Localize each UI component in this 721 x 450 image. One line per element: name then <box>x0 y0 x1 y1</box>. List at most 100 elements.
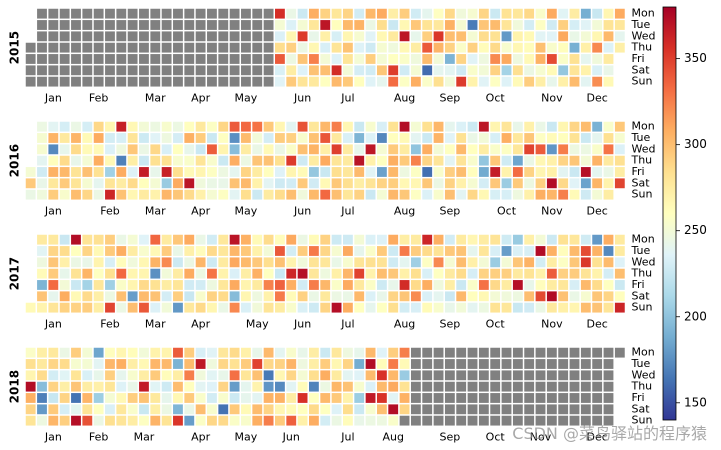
month-label: Jul <box>340 204 354 217</box>
day-cell <box>275 65 285 76</box>
day-cell <box>59 404 70 415</box>
day-cell <box>263 8 274 19</box>
month-label: Feb <box>89 430 108 443</box>
day-cell <box>342 178 353 189</box>
day-cell <box>263 359 274 369</box>
day-cell <box>93 54 104 64</box>
day-cell <box>456 404 467 415</box>
day-cell <box>37 404 47 415</box>
day-cell <box>603 76 614 87</box>
day-cell <box>207 189 217 200</box>
day-cell <box>275 234 285 245</box>
day-cell <box>444 370 455 381</box>
day-cell <box>354 280 365 290</box>
day-cell <box>580 155 591 166</box>
day-cell <box>433 65 444 76</box>
day-cell <box>229 178 240 189</box>
day-cell <box>37 155 47 166</box>
day-cell <box>297 31 308 42</box>
day-cell <box>105 65 115 76</box>
day-cell <box>376 144 387 155</box>
day-cell <box>410 246 421 256</box>
month-label: Jan <box>44 204 62 217</box>
day-cell <box>388 167 399 177</box>
day-cell <box>603 347 614 358</box>
day-cell <box>365 189 376 200</box>
day-cell <box>207 370 217 381</box>
day-cell <box>354 65 365 76</box>
day-cell <box>433 280 444 290</box>
day-cell <box>388 133 399 143</box>
day-cell <box>139 257 149 268</box>
weekday-label: Tue <box>630 18 650 31</box>
day-cell <box>263 144 274 155</box>
day-cell <box>286 257 297 268</box>
day-cell <box>603 31 614 42</box>
day-cell <box>161 167 172 177</box>
day-cell <box>48 42 59 53</box>
day-cell <box>252 370 263 381</box>
day-cell <box>478 268 489 279</box>
day-cell <box>59 415 70 426</box>
day-cell <box>37 76 47 87</box>
day-cell <box>241 415 251 426</box>
day-cell <box>342 234 353 245</box>
day-cell <box>603 291 614 302</box>
day-cell <box>365 8 376 19</box>
day-cell <box>207 65 217 76</box>
day-cell <box>512 31 523 42</box>
day-cell <box>331 167 342 177</box>
day-cell <box>105 347 115 358</box>
day-cell <box>252 20 263 30</box>
day-cell <box>71 65 81 76</box>
day-cell <box>512 8 523 19</box>
day-cell <box>535 347 546 358</box>
day-cell <box>297 359 308 369</box>
day-cell <box>320 347 331 358</box>
day-cell <box>320 76 331 87</box>
day-cell <box>184 31 195 42</box>
day-cell <box>535 42 546 53</box>
day-cell <box>580 404 591 415</box>
day-cell <box>195 234 206 245</box>
day-cell <box>59 246 70 256</box>
day-cell <box>105 42 115 53</box>
day-cell <box>603 121 614 132</box>
day-cell <box>467 359 478 369</box>
day-cell <box>241 121 251 132</box>
day-cell <box>569 246 580 256</box>
day-cell <box>410 234 421 245</box>
day-cell <box>195 404 206 415</box>
day-cell <box>365 42 376 53</box>
day-cell <box>105 121 115 132</box>
day-cell <box>241 370 251 381</box>
day-cell <box>558 133 569 143</box>
day-cell <box>614 8 625 19</box>
day-cell <box>116 347 127 358</box>
day-cell <box>512 167 523 177</box>
day-cell <box>490 167 501 177</box>
day-cell <box>456 257 467 268</box>
day-cell <box>592 65 603 76</box>
day-cell <box>592 404 603 415</box>
year-label-2015: 2015 <box>8 31 22 64</box>
day-cell <box>399 8 410 19</box>
day-cell <box>48 121 59 132</box>
day-cell <box>252 155 263 166</box>
day-cell <box>263 189 274 200</box>
day-cell <box>37 268 47 279</box>
day-cell <box>614 268 625 279</box>
day-cell <box>93 234 104 245</box>
day-cell <box>614 280 625 290</box>
day-cell <box>241 404 251 415</box>
day-cell <box>82 302 93 313</box>
day-cell <box>161 393 172 403</box>
day-cell <box>320 155 331 166</box>
day-cell <box>388 8 399 19</box>
day-cell <box>37 302 47 313</box>
day-cell <box>422 144 433 155</box>
day-cell <box>173 234 183 245</box>
day-cell <box>275 167 285 177</box>
month-label: Sep <box>440 317 461 330</box>
day-cell <box>218 155 229 166</box>
